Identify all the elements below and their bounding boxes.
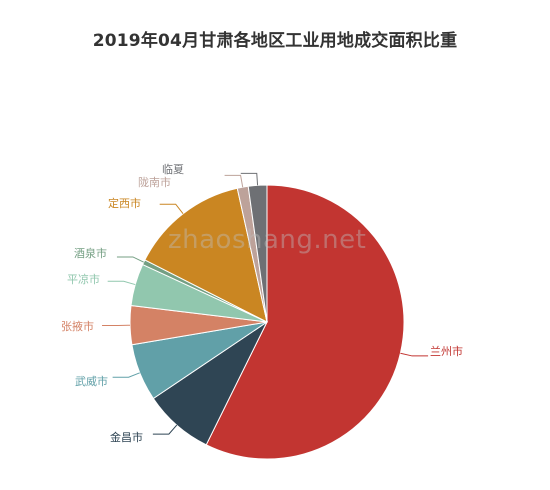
pie-slice-1[interactable] [205,184,405,460]
pie-slice-9[interactable] [247,184,268,323]
label-line-3 [112,372,140,378]
slice-label-4: 张掖市 [61,319,94,333]
slice-label-2: 金昌市 [110,430,143,444]
slice-label-1: 兰州市 [430,344,463,358]
label-line-2 [152,424,178,435]
slice-label-6: 酒泉市 [74,246,107,260]
slice-label-9: 临夏 [162,162,184,176]
label-line-7 [159,203,184,215]
slice-label-8: 陇南市 [138,175,171,189]
label-line-1 [400,352,429,357]
slice-label-5: 平凉市 [67,272,100,286]
pie-slice-7[interactable] [144,187,268,323]
label-line-6 [116,256,144,263]
slice-label-7: 定西市 [108,196,141,210]
chart-title: 2019年04月甘肃各地区工业用地成交面积比重 [92,31,458,51]
label-line-9 [240,172,259,186]
label-line-5 [107,280,136,286]
slice-label-3: 武威市 [75,374,108,388]
label-line-8 [224,174,244,188]
